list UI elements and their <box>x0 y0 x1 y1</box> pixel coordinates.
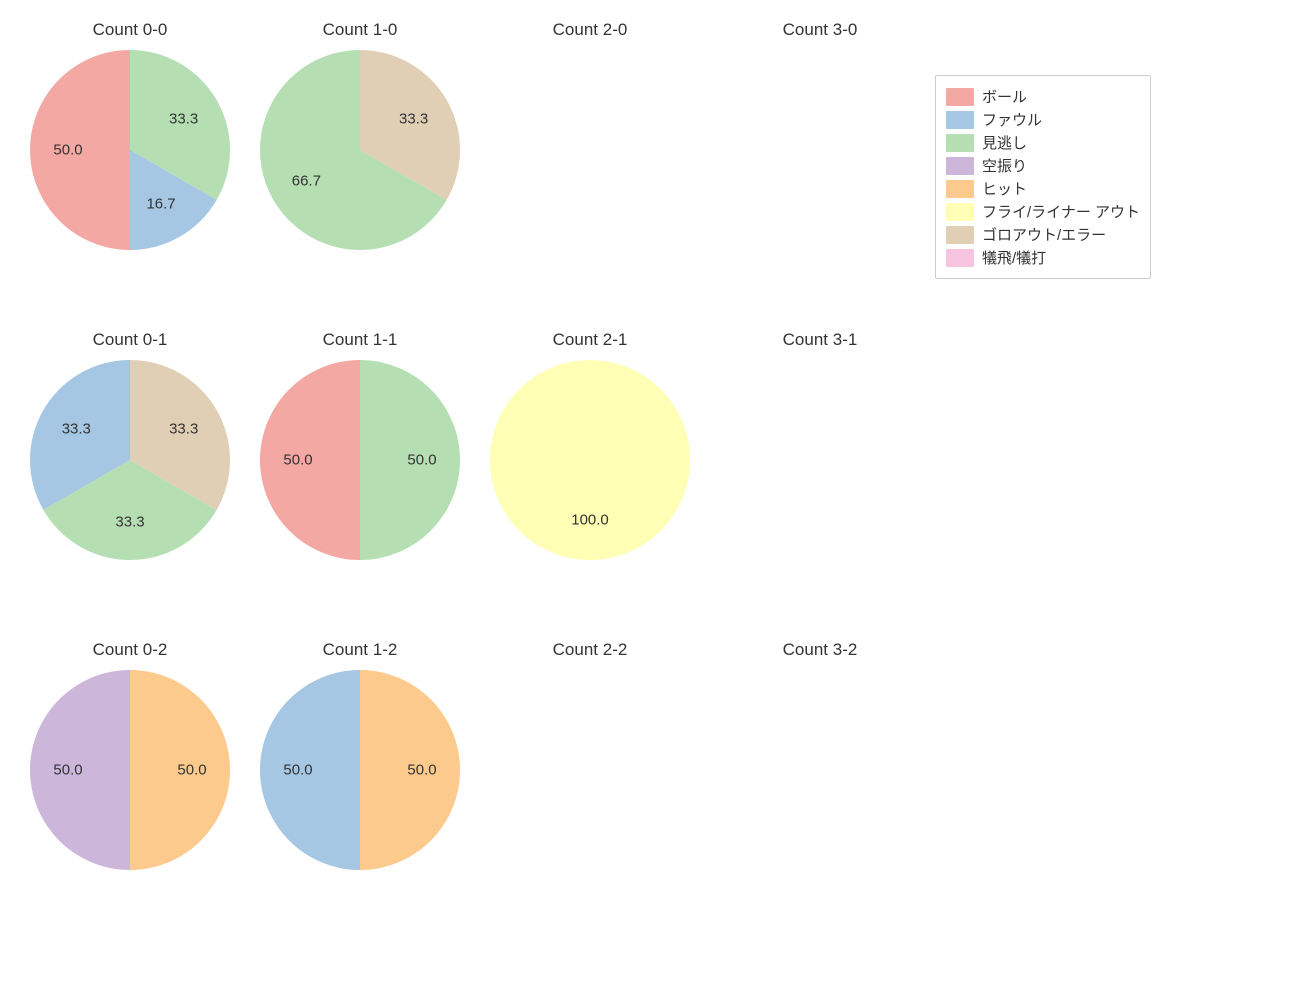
count-title: Count 0-1 <box>15 330 245 350</box>
pie-label: 33.3 <box>62 421 91 438</box>
chart-grid: Count 0-050.016.733.3Count 1-066.733.3Co… <box>0 0 1300 1000</box>
legend-label: ゴロアウト/エラー <box>982 224 1106 245</box>
count-title: Count 0-2 <box>15 640 245 660</box>
pie-chart <box>490 50 690 250</box>
pie-wrap: 50.0 16.7 33.3 <box>30 50 230 250</box>
pie-chart <box>720 670 920 870</box>
pie-chart <box>720 360 920 560</box>
pie-wrap <box>720 50 920 250</box>
count-title: Count 3-0 <box>705 20 935 40</box>
legend-item-ball: ボール <box>946 86 1140 107</box>
count-title: Count 3-2 <box>705 640 935 660</box>
legend-item-swing: 空振り <box>946 155 1140 176</box>
legend-label: ボール <box>982 86 1027 107</box>
count-title: Count 2-1 <box>475 330 705 350</box>
count-panel-2-0: Count 2-0 <box>475 20 705 330</box>
pie-wrap: 50.0 50.0 <box>260 670 460 870</box>
legend-swatch <box>946 88 974 106</box>
count-panel-0-2: Count 0-2 50.0 50.0 <box>15 640 245 950</box>
pie-slice-flyout <box>490 360 690 560</box>
legend-item-look: 見逃し <box>946 132 1140 153</box>
count-title: Count 0-0 <box>15 20 245 40</box>
legend-item-hit: ヒット <box>946 178 1140 199</box>
count-title: Count 1-1 <box>245 330 475 350</box>
pie-label: 50.0 <box>283 452 312 469</box>
count-title: Count 2-0 <box>475 20 705 40</box>
count-panel-1-0: Count 1-0 66.7 33.3 <box>245 20 475 330</box>
pie-label: 50.0 <box>53 762 82 779</box>
count-panel-3-2: Count 3-2 <box>705 640 935 950</box>
pie-label: 50.0 <box>283 762 312 779</box>
count-panel-2-2: Count 2-2 <box>475 640 705 950</box>
count-title: Count 1-0 <box>245 20 475 40</box>
legend-label: 犠飛/犠打 <box>982 247 1046 268</box>
pie-wrap <box>720 670 920 870</box>
pie-wrap: 50.0 50.0 <box>30 670 230 870</box>
count-panel-1-1: Count 1-1 50.0 50.0 <box>245 330 475 640</box>
legend: ボールファウル見逃し空振りヒットフライ/ライナー アウトゴロアウト/エラー犠飛/… <box>935 75 1151 279</box>
pie-wrap: 66.7 33.3 <box>260 50 460 250</box>
count-panel-1-2: Count 1-2 50.0 50.0 <box>245 640 475 950</box>
legend-swatch <box>946 111 974 129</box>
legend-item-flyout: フライ/ライナー アウト <box>946 201 1140 222</box>
pie-chart <box>490 360 690 560</box>
pie-label: 16.7 <box>146 195 175 212</box>
pie-wrap <box>490 50 690 250</box>
legend-swatch <box>946 226 974 244</box>
pie-wrap <box>720 360 920 560</box>
legend-item-groundout: ゴロアウト/エラー <box>946 224 1140 245</box>
legend-label: フライ/ライナー アウト <box>982 201 1140 222</box>
legend-swatch <box>946 180 974 198</box>
legend-swatch <box>946 157 974 175</box>
legend-swatch <box>946 249 974 267</box>
pie-wrap: 50.0 50.0 <box>260 360 460 560</box>
count-title: Count 3-1 <box>705 330 935 350</box>
count-panel-3-0: Count 3-0 <box>705 20 935 330</box>
count-panel-2-1: Count 2-1 100.0 <box>475 330 705 640</box>
pie-label: 66.7 <box>292 173 321 190</box>
pie-label: 50.0 <box>407 762 436 779</box>
count-title: Count 2-2 <box>475 640 705 660</box>
pie-label: 50.0 <box>53 142 82 159</box>
count-panel-0-0: Count 0-0 50.0 16.7 33.3 <box>15 20 245 330</box>
pie-label: 33.3 <box>115 514 144 531</box>
count-panel-3-1: Count 3-1 <box>705 330 935 640</box>
legend-label: ヒット <box>982 178 1027 199</box>
pie-wrap <box>490 670 690 870</box>
pie-label: 50.0 <box>177 762 206 779</box>
pie-wrap: 33.3 33.3 33.3 <box>30 360 230 560</box>
pie-chart <box>260 50 460 250</box>
legend-swatch <box>946 203 974 221</box>
legend-label: ファウル <box>982 109 1042 130</box>
pie-wrap: 100.0 <box>490 360 690 560</box>
legend-swatch <box>946 134 974 152</box>
pie-label: 100.0 <box>571 512 609 529</box>
pie-chart <box>490 670 690 870</box>
pie-chart <box>720 50 920 250</box>
pie-label: 33.3 <box>169 110 198 127</box>
count-title: Count 1-2 <box>245 640 475 660</box>
legend-label: 見逃し <box>982 132 1027 153</box>
legend-item-foul: ファウル <box>946 109 1140 130</box>
pie-label: 33.3 <box>399 110 428 127</box>
count-panel-0-1: Count 0-1 33.3 33.3 33.3 <box>15 330 245 640</box>
legend-label: 空振り <box>982 155 1027 176</box>
pie-label: 50.0 <box>407 452 436 469</box>
legend-item-sac: 犠飛/犠打 <box>946 247 1140 268</box>
pie-label: 33.3 <box>169 421 198 438</box>
